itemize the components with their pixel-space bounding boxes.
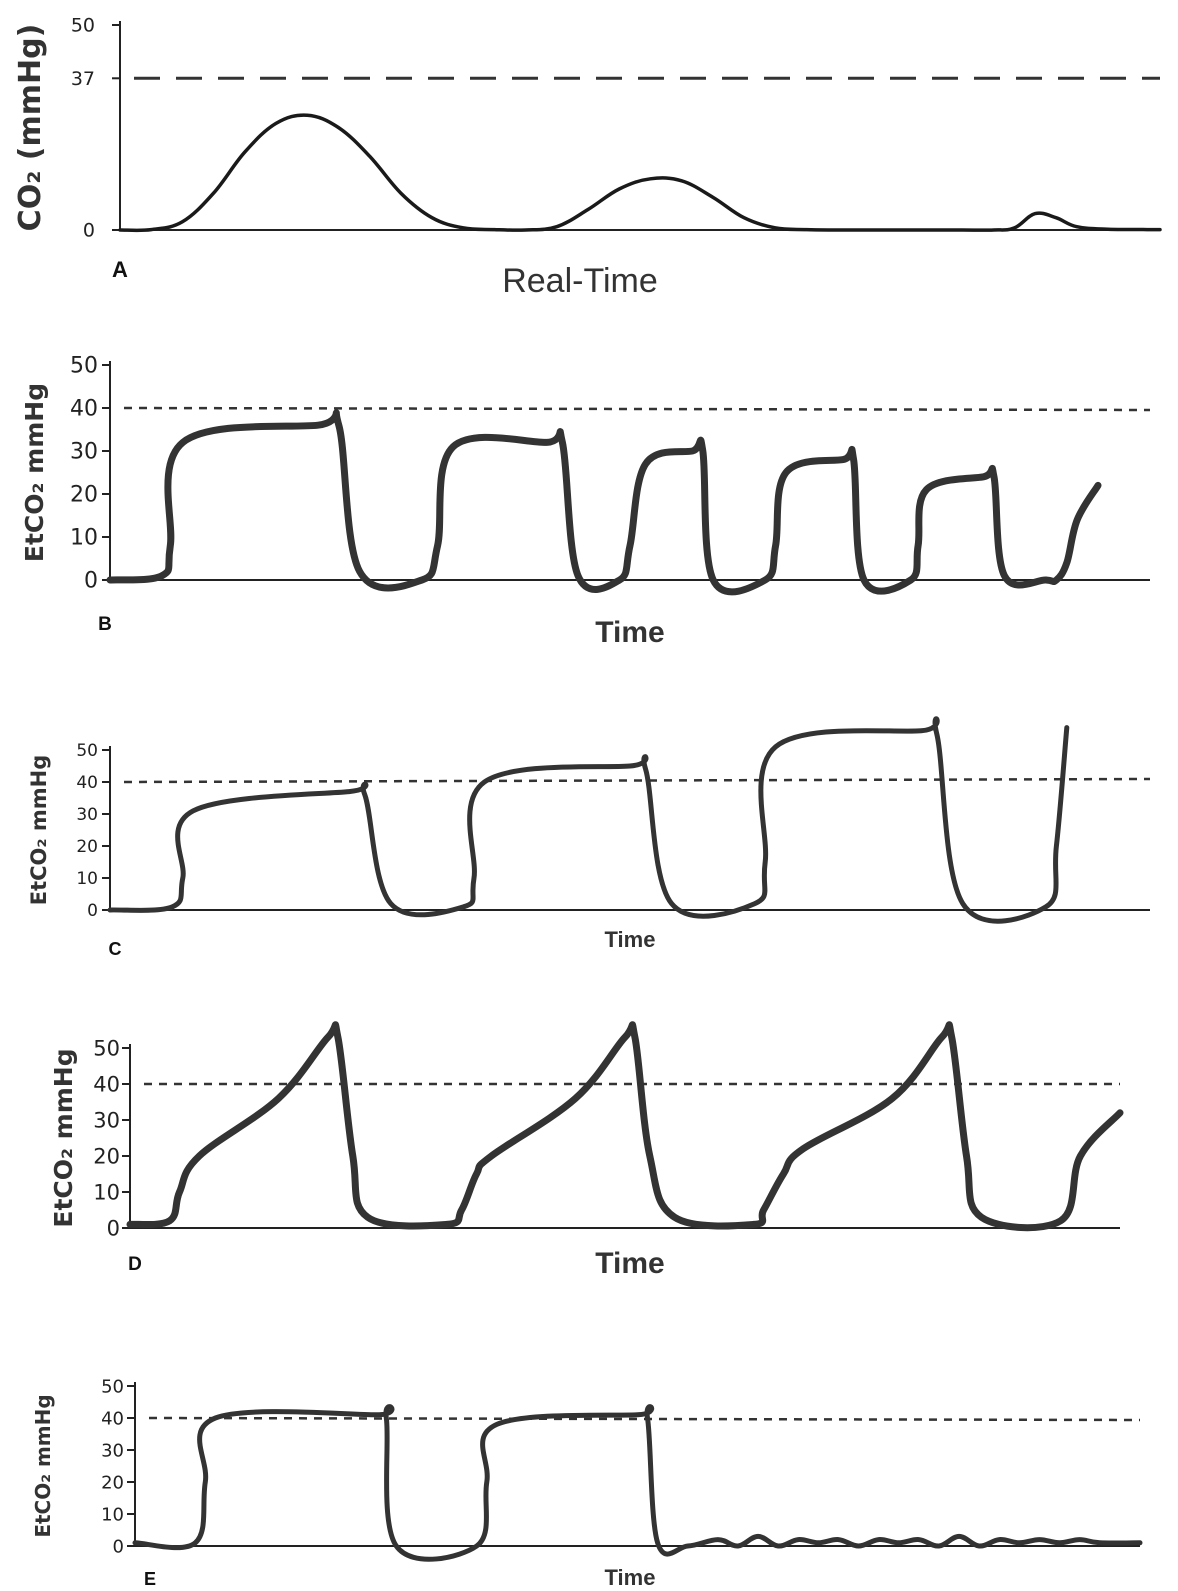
- y-tick-label: 10: [101, 1504, 124, 1525]
- chart-svg-a: 0 37 50 CO₂ (mmHg) A Real-Time: [13, 15, 1162, 300]
- y-axis-title: EtCO₂ mmHg: [27, 755, 51, 906]
- y-tick-label: 0: [87, 901, 98, 921]
- x-axis-title: Time: [595, 616, 664, 649]
- x-axis-title: Time: [605, 1565, 656, 1590]
- y-tick-label: 50: [101, 1376, 124, 1397]
- y-tick-label: 0: [107, 1216, 120, 1240]
- waveform-line: [118, 113, 1162, 233]
- chart-svg-e: 0 10 20 30 40 50 EtCO₂ mmHg E Time: [31, 1376, 1143, 1590]
- waveform-line: [126, 1021, 1124, 1232]
- y-tick-label: 30: [70, 440, 98, 465]
- y-tick-label: 0: [113, 1536, 124, 1557]
- y-tick-label: 37: [71, 68, 95, 90]
- y-axis-title: EtCO₂ mmHg: [31, 1394, 55, 1537]
- waveform-line: [107, 716, 1070, 924]
- x-axis-title: Time: [595, 1247, 664, 1280]
- chart-svg-b: 0 10 20 30 40 50 EtCO₂ mmHg B Time: [20, 354, 1151, 649]
- y-tick-label: 10: [76, 869, 98, 889]
- y-tick-label: 20: [101, 1472, 124, 1493]
- y-tick-label: 40: [101, 1408, 124, 1429]
- y-axis-title: EtCO₂ mmHg: [49, 1048, 78, 1227]
- reference-line: [123, 406, 1151, 412]
- chart-panel-a: 0 37 50 CO₂ (mmHg) A Real-Time: [0, 0, 1178, 330]
- panel-letter: C: [109, 939, 122, 959]
- y-tick-label: 30: [76, 805, 98, 825]
- y-tick-label: 50: [71, 15, 95, 37]
- waveform-line: [132, 1404, 1143, 1562]
- reference-line: [123, 777, 1151, 784]
- y-tick-label: 50: [93, 1036, 120, 1060]
- chart-panel-c: 0 10 20 30 40 50 EtCO₂ mmHg C Time: [0, 655, 1178, 980]
- y-tick-label: 0: [83, 220, 95, 242]
- y-axis-title: CO₂ (mmHg): [13, 24, 48, 232]
- panel-letter: E: [144, 1569, 156, 1589]
- y-tick-label: 20: [76, 837, 98, 857]
- chart-panel-b: 0 10 20 30 40 50 EtCO₂ mmHg B Time: [0, 330, 1178, 655]
- x-axis-title: Real-Time: [502, 262, 658, 300]
- y-tick-label: 0: [84, 569, 98, 594]
- y-tick-label: 20: [70, 483, 98, 508]
- y-tick-label: 10: [93, 1180, 120, 1204]
- y-tick-label: 10: [70, 526, 98, 551]
- y-tick-label: 40: [76, 773, 98, 793]
- x-axis-title: Time: [605, 927, 656, 952]
- chart-svg-c: 0 10 20 30 40 50 EtCO₂ mmHg C Time: [27, 716, 1151, 959]
- panel-letter: D: [128, 1254, 142, 1275]
- waveform-line: [106, 409, 1102, 596]
- y-tick-label: 30: [101, 1440, 124, 1461]
- panel-letter: A: [112, 257, 128, 282]
- chart-svg-d: 0 10 20 30 40 50 EtCO₂ mmHg D Time: [49, 1021, 1124, 1280]
- y-tick-label: 20: [93, 1144, 120, 1168]
- reference-line: [148, 1416, 1141, 1422]
- y-tick-label: 40: [93, 1072, 120, 1096]
- chart-panel-d: 0 10 20 30 40 50 EtCO₂ mmHg D Time: [0, 980, 1178, 1300]
- y-axis-title: EtCO₂ mmHg: [20, 383, 49, 562]
- y-tick-label: 40: [70, 397, 98, 422]
- y-tick-label: 50: [70, 354, 98, 379]
- chart-panel-e: 0 10 20 30 40 50 EtCO₂ mmHg E Time: [0, 1300, 1178, 1591]
- y-tick-label: 30: [93, 1108, 120, 1132]
- panel-letter: B: [98, 614, 112, 635]
- y-tick-label: 50: [76, 741, 98, 761]
